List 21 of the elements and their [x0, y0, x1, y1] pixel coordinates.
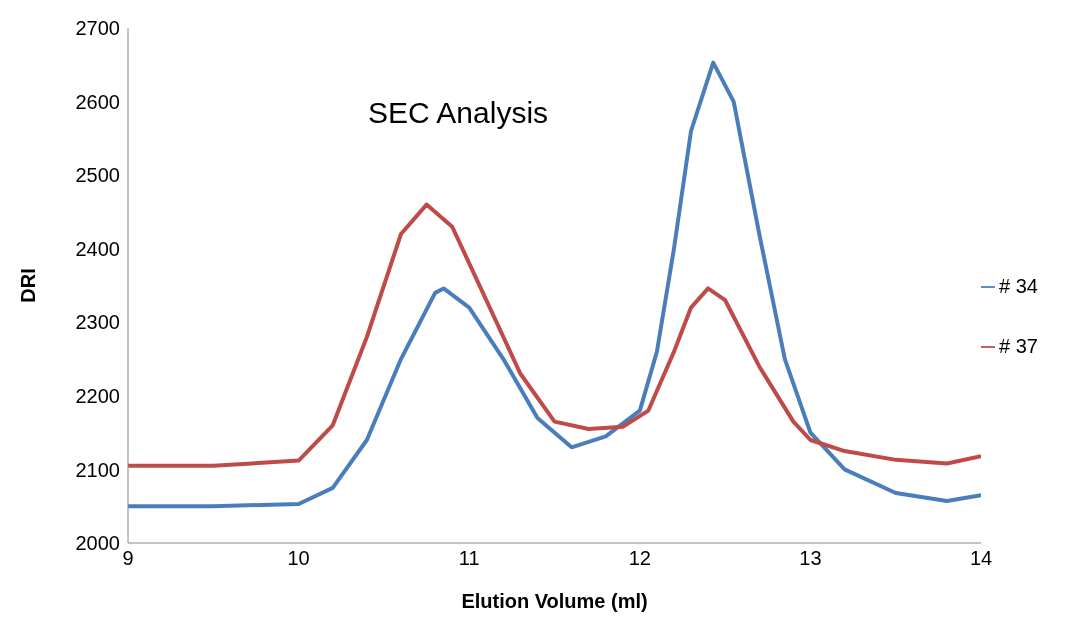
x-tick-label: 9: [122, 547, 134, 570]
y-tick-label: 2000: [75, 532, 120, 555]
y-axis-title: DRI: [17, 268, 40, 303]
x-tick-label: 14: [969, 547, 993, 570]
x-tick-label: 12: [628, 547, 651, 570]
y-tick-label: 2700: [75, 17, 120, 40]
y-tick-label: 2600: [75, 90, 120, 113]
y-tick-label: 2300: [75, 311, 120, 334]
legend-label: # 34: [999, 274, 1038, 297]
x-tick-label: 13: [799, 547, 822, 570]
legend-label: # 37: [999, 334, 1038, 357]
y-tick-label: 2100: [75, 458, 120, 481]
text: SEC Analysis: [368, 96, 549, 130]
y-tick-label: 2500: [75, 164, 120, 187]
line-series: [128, 202, 982, 468]
y-tick-label: 2400: [75, 237, 120, 260]
line-series: [128, 60, 982, 509]
x-axis-title: Elution Volume (ml): [461, 590, 648, 612]
x-tick-label: 10: [287, 547, 310, 570]
x-tick-label: 11: [458, 547, 480, 570]
y-tick-label: 2200: [75, 384, 120, 407]
